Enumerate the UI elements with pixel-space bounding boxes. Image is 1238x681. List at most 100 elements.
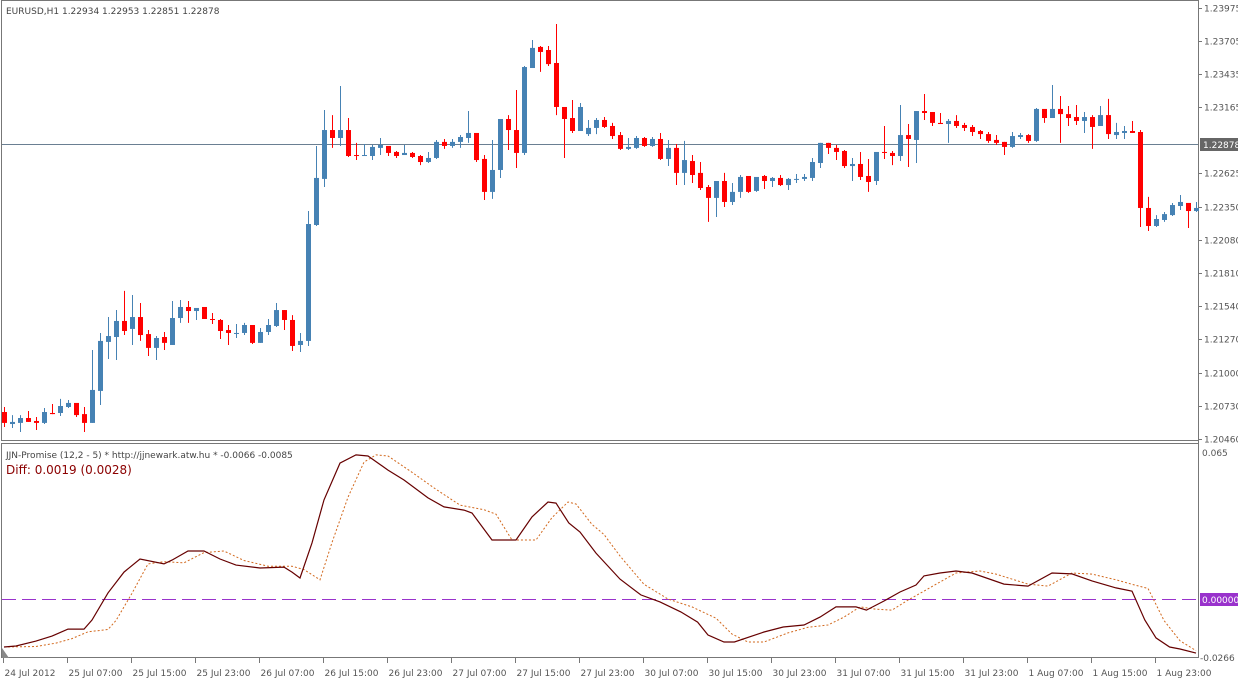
bear-candle bbox=[482, 155, 487, 200]
candle-body bbox=[594, 119, 599, 128]
bear-candle bbox=[1066, 106, 1071, 126]
candle-body bbox=[290, 319, 295, 346]
bull-candle bbox=[522, 66, 527, 156]
bull-candle bbox=[450, 138, 455, 148]
bull-candle bbox=[578, 102, 583, 132]
bull-candle bbox=[1082, 112, 1087, 133]
candle-body bbox=[1034, 108, 1039, 141]
bull-candle bbox=[90, 350, 95, 423]
bull-candle bbox=[1050, 85, 1055, 119]
candle-body bbox=[690, 161, 695, 175]
candle-body bbox=[1106, 115, 1111, 135]
time-tick-label: 27 Jul 07:00 bbox=[453, 669, 507, 679]
bear-candle bbox=[226, 325, 231, 345]
bear-candle bbox=[474, 132, 479, 163]
bear-candle bbox=[282, 310, 287, 331]
candle-body bbox=[570, 118, 575, 132]
bear-candle bbox=[602, 117, 607, 128]
candle-body bbox=[90, 389, 95, 423]
bull-candle bbox=[634, 136, 639, 149]
candle-body bbox=[386, 145, 391, 153]
scroll-marker-icon bbox=[2, 648, 9, 658]
price-tick-label: 1.23165 bbox=[1204, 104, 1238, 114]
bull-candle bbox=[106, 317, 111, 359]
candle-body bbox=[970, 126, 975, 132]
bear-candle bbox=[658, 132, 663, 161]
bull-candle bbox=[818, 142, 823, 169]
bear-candle bbox=[826, 142, 831, 155]
candle-body bbox=[722, 181, 727, 202]
candle-body bbox=[530, 47, 535, 69]
indicator-axis-top: 0.065 bbox=[1202, 449, 1228, 459]
bull-candle bbox=[1122, 125, 1127, 139]
bull-candle bbox=[154, 336, 159, 361]
bear-candle bbox=[618, 131, 623, 150]
candle-body bbox=[666, 147, 671, 159]
bear-candle bbox=[82, 406, 87, 432]
candle-body bbox=[82, 414, 87, 423]
bear-candle bbox=[146, 330, 151, 357]
bear-candle bbox=[138, 302, 143, 341]
candle-body bbox=[354, 155, 359, 157]
main-line bbox=[3, 454, 1197, 654]
candle-body bbox=[842, 150, 847, 167]
candle-body bbox=[66, 402, 71, 407]
bull-candle bbox=[626, 137, 631, 150]
time-tick-label: 31 Jul 07:00 bbox=[837, 669, 891, 679]
candle-body bbox=[170, 318, 175, 345]
candle-body bbox=[922, 111, 927, 113]
bear-candle bbox=[906, 124, 911, 168]
candle-body bbox=[578, 106, 583, 132]
candle-body bbox=[874, 151, 879, 182]
bear-candle bbox=[1130, 120, 1135, 133]
bear-candle bbox=[858, 151, 863, 181]
price-axis[interactable] bbox=[1199, 0, 1238, 681]
candle-body bbox=[778, 177, 783, 186]
bear-candle bbox=[698, 162, 703, 190]
bear-candle bbox=[642, 137, 647, 147]
bull-candle bbox=[298, 332, 303, 352]
price-tick-label: 1.22350 bbox=[1204, 204, 1238, 214]
symbol-info: EURUSD,H1 1.22934 1.22953 1.22851 1.2287… bbox=[6, 7, 220, 17]
candle-body bbox=[130, 317, 135, 329]
price-tick-label: 1.21810 bbox=[1204, 270, 1238, 280]
bear-candle bbox=[186, 300, 191, 323]
bull-candle bbox=[1010, 131, 1015, 148]
time-tick-label: 25 Jul 07:00 bbox=[69, 669, 123, 679]
bear-candle bbox=[2, 406, 7, 427]
candle-body bbox=[474, 132, 479, 161]
time-tick-label: 1 Aug 07:00 bbox=[1029, 669, 1084, 679]
bear-candle bbox=[1058, 95, 1063, 143]
price-tick-label: 1.20460 bbox=[1204, 436, 1238, 446]
candle-body bbox=[522, 67, 527, 153]
bull-candle bbox=[1154, 215, 1159, 227]
candle-body bbox=[1058, 108, 1063, 115]
candle-body bbox=[810, 162, 815, 178]
bear-candle bbox=[938, 112, 943, 125]
candle-body bbox=[2, 412, 7, 423]
bear-candle bbox=[746, 175, 751, 193]
axes-ticks: 1.23975 1.23705 1.23435 1.23165 1.22625 1.223… bbox=[3, 5, 1238, 679]
bear-candle bbox=[930, 112, 935, 126]
candle-body bbox=[1010, 136, 1015, 147]
bull-candle bbox=[682, 140, 687, 186]
time-tick-label: 25 Jul 23:00 bbox=[197, 669, 251, 679]
candle-body bbox=[122, 320, 127, 332]
candle-body bbox=[1114, 131, 1119, 136]
bear-candle bbox=[554, 24, 559, 116]
bull-candle bbox=[258, 327, 263, 343]
time-tick-label: 1 Aug 15:00 bbox=[1093, 669, 1148, 679]
candle-body bbox=[106, 336, 111, 342]
candle-body bbox=[746, 175, 751, 192]
bull-candle bbox=[114, 310, 119, 361]
candle-body bbox=[178, 306, 183, 319]
bear-candle bbox=[74, 402, 79, 418]
bear-candle bbox=[394, 150, 399, 158]
bear-candle bbox=[1138, 130, 1143, 227]
bear-candle bbox=[290, 315, 295, 351]
bull-candle bbox=[1098, 106, 1103, 126]
candle-body bbox=[682, 160, 687, 173]
candlestick-series bbox=[2, 24, 1199, 432]
candle-body bbox=[674, 147, 679, 173]
candle-body bbox=[226, 330, 231, 333]
